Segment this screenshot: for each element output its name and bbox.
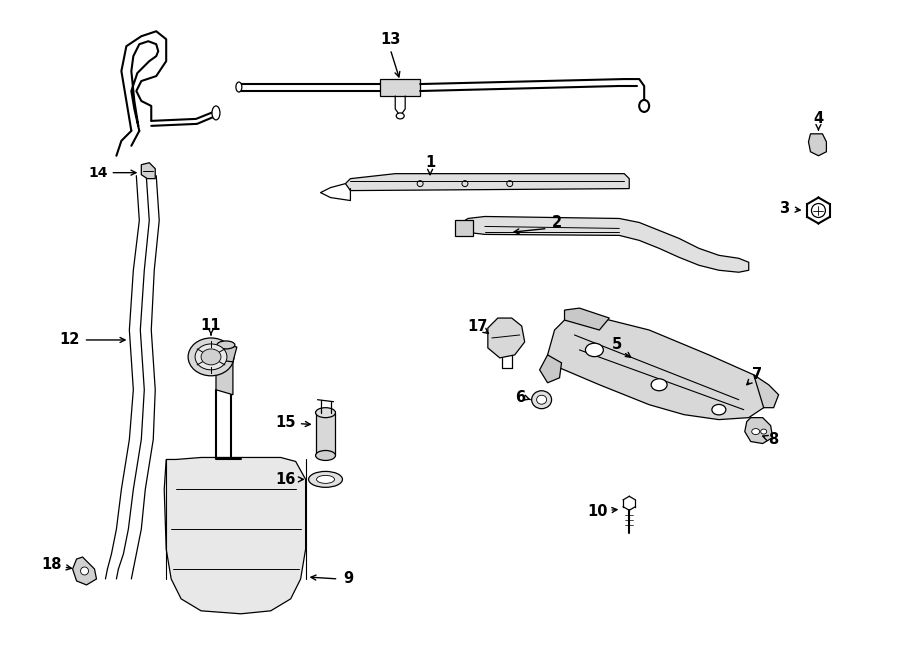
Ellipse shape <box>396 113 404 119</box>
Ellipse shape <box>652 379 667 391</box>
Polygon shape <box>141 163 155 178</box>
Ellipse shape <box>212 106 220 120</box>
Polygon shape <box>316 412 336 455</box>
Text: 10: 10 <box>587 504 608 519</box>
Text: 14: 14 <box>89 166 108 180</box>
Ellipse shape <box>236 82 242 92</box>
Text: 3: 3 <box>779 201 789 216</box>
Ellipse shape <box>195 344 227 370</box>
Polygon shape <box>808 134 826 156</box>
Polygon shape <box>460 217 749 272</box>
Ellipse shape <box>639 100 649 112</box>
Polygon shape <box>540 355 562 383</box>
Ellipse shape <box>201 349 221 365</box>
Text: 4: 4 <box>814 112 824 126</box>
Text: 16: 16 <box>275 472 296 487</box>
Ellipse shape <box>188 338 234 376</box>
Ellipse shape <box>536 395 546 404</box>
Text: 8: 8 <box>769 432 778 447</box>
Text: 11: 11 <box>201 317 221 332</box>
Ellipse shape <box>532 391 552 408</box>
Ellipse shape <box>316 451 336 461</box>
Text: 5: 5 <box>612 337 623 352</box>
Text: 12: 12 <box>59 332 80 348</box>
Text: 2: 2 <box>552 215 562 230</box>
Text: 17: 17 <box>468 319 488 334</box>
Polygon shape <box>488 318 525 358</box>
Polygon shape <box>547 315 769 420</box>
Ellipse shape <box>309 471 343 487</box>
Ellipse shape <box>316 408 336 418</box>
Ellipse shape <box>585 343 603 357</box>
Ellipse shape <box>217 341 235 349</box>
Polygon shape <box>73 557 96 585</box>
Polygon shape <box>346 174 629 190</box>
Ellipse shape <box>752 428 760 434</box>
Text: 18: 18 <box>41 557 62 572</box>
Ellipse shape <box>760 429 767 434</box>
Polygon shape <box>455 221 472 237</box>
Text: 1: 1 <box>425 155 436 171</box>
Polygon shape <box>381 79 420 96</box>
Polygon shape <box>164 457 306 614</box>
Polygon shape <box>564 308 609 330</box>
Polygon shape <box>217 345 237 362</box>
Ellipse shape <box>317 475 335 483</box>
Polygon shape <box>753 375 778 408</box>
Ellipse shape <box>712 405 725 415</box>
Polygon shape <box>745 418 772 444</box>
Ellipse shape <box>81 567 88 575</box>
Text: 6: 6 <box>515 390 525 405</box>
Text: 9: 9 <box>344 572 354 586</box>
Text: 15: 15 <box>275 415 296 430</box>
Text: 7: 7 <box>752 368 761 382</box>
Polygon shape <box>216 355 233 395</box>
Text: 13: 13 <box>380 32 400 47</box>
